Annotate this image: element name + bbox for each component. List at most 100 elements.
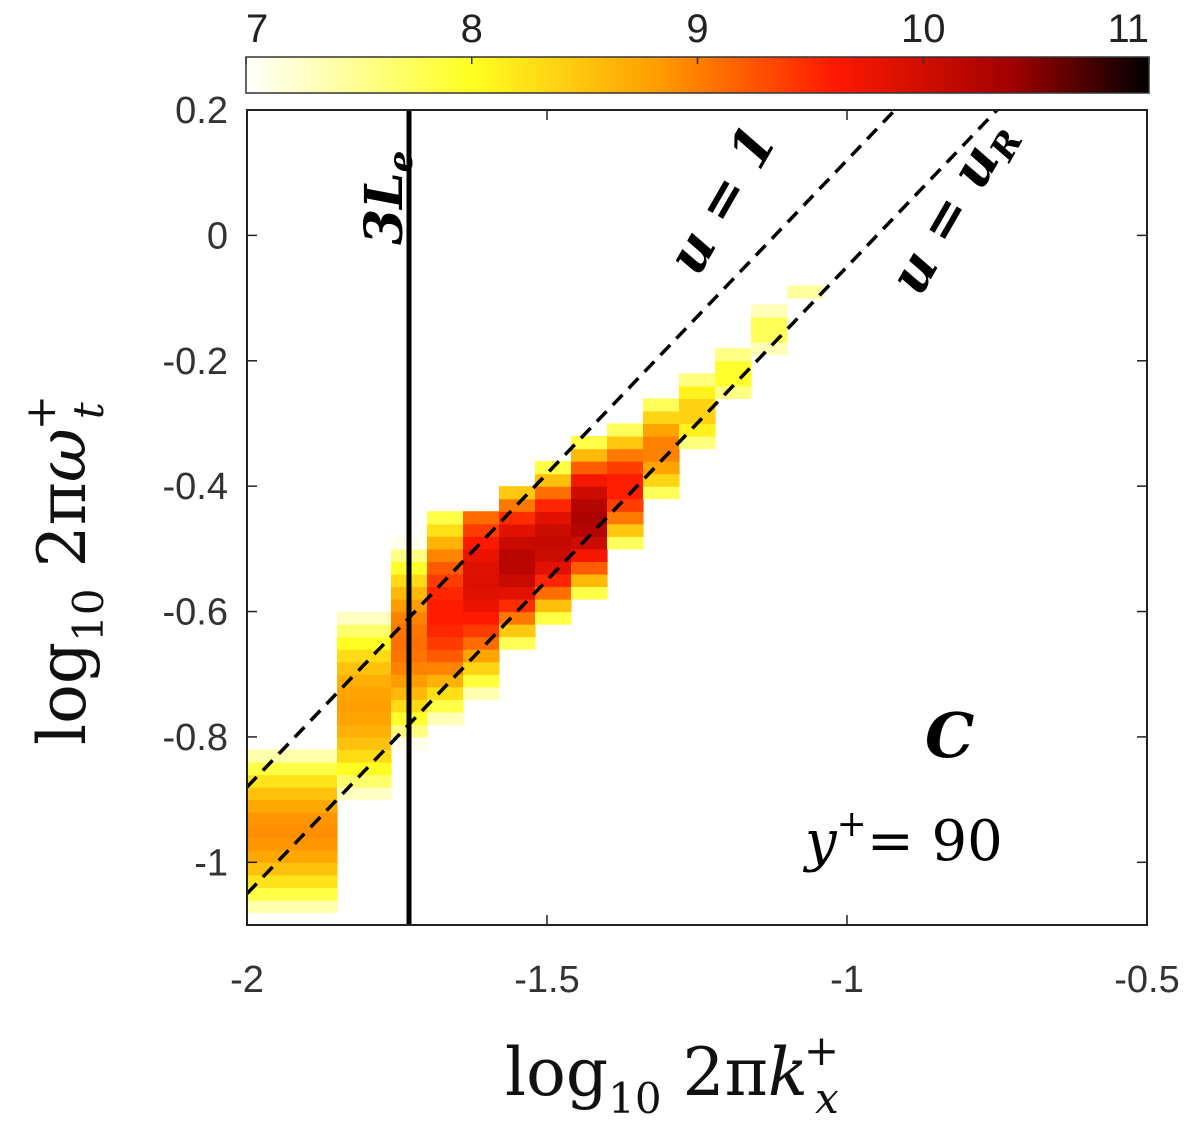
- heatmap-cell: [247, 787, 338, 801]
- heatmap-cell: [607, 486, 644, 500]
- heatmap-cell: [787, 285, 824, 299]
- position-rhs: = 90: [867, 809, 1003, 874]
- colorbar-tick-label: 10: [901, 7, 946, 51]
- heatmap-cell: [247, 837, 338, 851]
- heatmap-cell: [247, 799, 338, 813]
- x-title-sup: +: [804, 1026, 839, 1075]
- heatmap-cell: [427, 586, 464, 600]
- heatmap-cell: [427, 548, 464, 562]
- heatmap-cell: [427, 611, 464, 625]
- heatmap-cell: [571, 548, 608, 562]
- heatmap-cell: [715, 385, 752, 399]
- heatmap-cell: [463, 636, 500, 650]
- heatmap-cell: [427, 686, 464, 700]
- heatmap-cell: [499, 523, 536, 537]
- heatmap-cell: [463, 686, 500, 700]
- x-tick-label: -0.5: [1114, 959, 1179, 1001]
- heatmap-cell: [427, 636, 464, 650]
- y-tick-label: 0: [207, 215, 228, 257]
- heatmap-cell: [499, 536, 536, 550]
- position-var: y: [802, 809, 838, 874]
- y-axis-title: log10 2πω+t: [16, 395, 113, 745]
- heatmap-cell: [571, 473, 608, 487]
- y-title-2pi: 2π: [24, 482, 101, 588]
- heatmap-cell: [337, 624, 392, 638]
- heatmap-cell: [247, 862, 338, 876]
- heatmap-cell: [571, 461, 608, 475]
- y-title-sub: t: [64, 402, 113, 419]
- heatmap-cell: [337, 649, 392, 663]
- heatmap-cell: [337, 774, 392, 788]
- heatmap-cell: [247, 899, 338, 914]
- x-tick-label: -1: [830, 959, 864, 1001]
- heatmap-cell: [337, 711, 392, 725]
- y-title-omega: ω: [24, 428, 101, 482]
- heatmap-cell: [499, 561, 536, 575]
- heatmap-cell: [247, 774, 338, 788]
- y-title-sup: +: [16, 395, 65, 430]
- heatmap-cell: [427, 511, 464, 525]
- heatmap-cell: [535, 536, 572, 550]
- x-tick-label: -2: [230, 959, 264, 1001]
- vertical-line-label: 3Le: [354, 151, 421, 245]
- heatmap-cell: [337, 699, 392, 713]
- heatmap-cell: [679, 385, 716, 399]
- heatmap-cell: [571, 498, 608, 512]
- heatmap-cell: [427, 699, 464, 713]
- heatmap-cell: [715, 348, 752, 362]
- heatmap-cell: [535, 611, 572, 625]
- y-tick-label: -0.6: [163, 592, 228, 634]
- position-label: y+= 90: [802, 804, 1003, 874]
- axis-ticks: -2 -1.5 -1 -0.5 0.2 0 -0.2 -0.4 -0.6 -0.8 -1: [163, 90, 1180, 1001]
- x-title-base: 10: [608, 1074, 661, 1123]
- case-label: C: [925, 699, 974, 772]
- heatmap-cell: [337, 724, 392, 738]
- heatmap-cell: [679, 373, 716, 387]
- heatmap-cell: [715, 360, 752, 374]
- position-sup: +: [837, 804, 867, 845]
- heatmap-cell: [571, 573, 608, 588]
- heatmap-cell: [643, 423, 680, 437]
- heatmap-cell: [427, 661, 464, 675]
- heatmap-cell: [427, 599, 464, 613]
- heatmap-cell: [607, 473, 644, 487]
- heatmap-cell: [463, 548, 500, 562]
- heatmap-cell: [463, 511, 500, 525]
- heatmap-cell: [499, 573, 536, 588]
- y-tick-label: -1: [194, 842, 228, 884]
- heatmap-cell: [535, 498, 572, 512]
- plot-background: [247, 110, 1147, 925]
- heatmap-cell: [337, 636, 392, 650]
- heatmap-cell: [751, 304, 788, 318]
- heatmap-cell: [463, 649, 500, 663]
- heatmap-cell: [751, 316, 788, 331]
- heatmap-cell: [337, 686, 392, 700]
- heatmap-cell: [643, 436, 680, 450]
- heatmap-cell: [499, 586, 536, 600]
- y-title-log: log: [24, 642, 101, 745]
- heatmap-cell: [463, 586, 500, 600]
- heatmap-cell: [247, 849, 338, 863]
- heatmap-cell: [337, 661, 392, 675]
- x-title-log: log: [505, 1034, 608, 1111]
- heatmap-cell: [571, 586, 608, 600]
- heatmap-cell: [247, 887, 338, 901]
- heatmap-cell: [499, 498, 536, 512]
- heatmap-cell: [679, 436, 716, 450]
- y-title-base: 10: [64, 588, 113, 641]
- heatmap-cell: [535, 599, 572, 613]
- colorbar-ticks: 7 8 9 10 11: [245, 7, 1150, 64]
- y-tick-label: -0.4: [163, 466, 228, 508]
- heatmap-cell: [463, 661, 500, 675]
- heatmap-cell: [535, 586, 572, 600]
- vline-label-var: L: [354, 172, 415, 211]
- heatmap-cell: [463, 624, 500, 638]
- x-tick-label: -1.5: [514, 959, 579, 1001]
- heatmap-cell: [751, 341, 788, 356]
- heatmap-cell: [571, 436, 608, 450]
- heatmap-cell: [571, 511, 608, 525]
- heatmap-cell: [427, 624, 464, 638]
- heatmap-cell: [463, 611, 500, 625]
- heatmap-cell: [535, 486, 572, 500]
- heatmap-cell: [535, 523, 572, 537]
